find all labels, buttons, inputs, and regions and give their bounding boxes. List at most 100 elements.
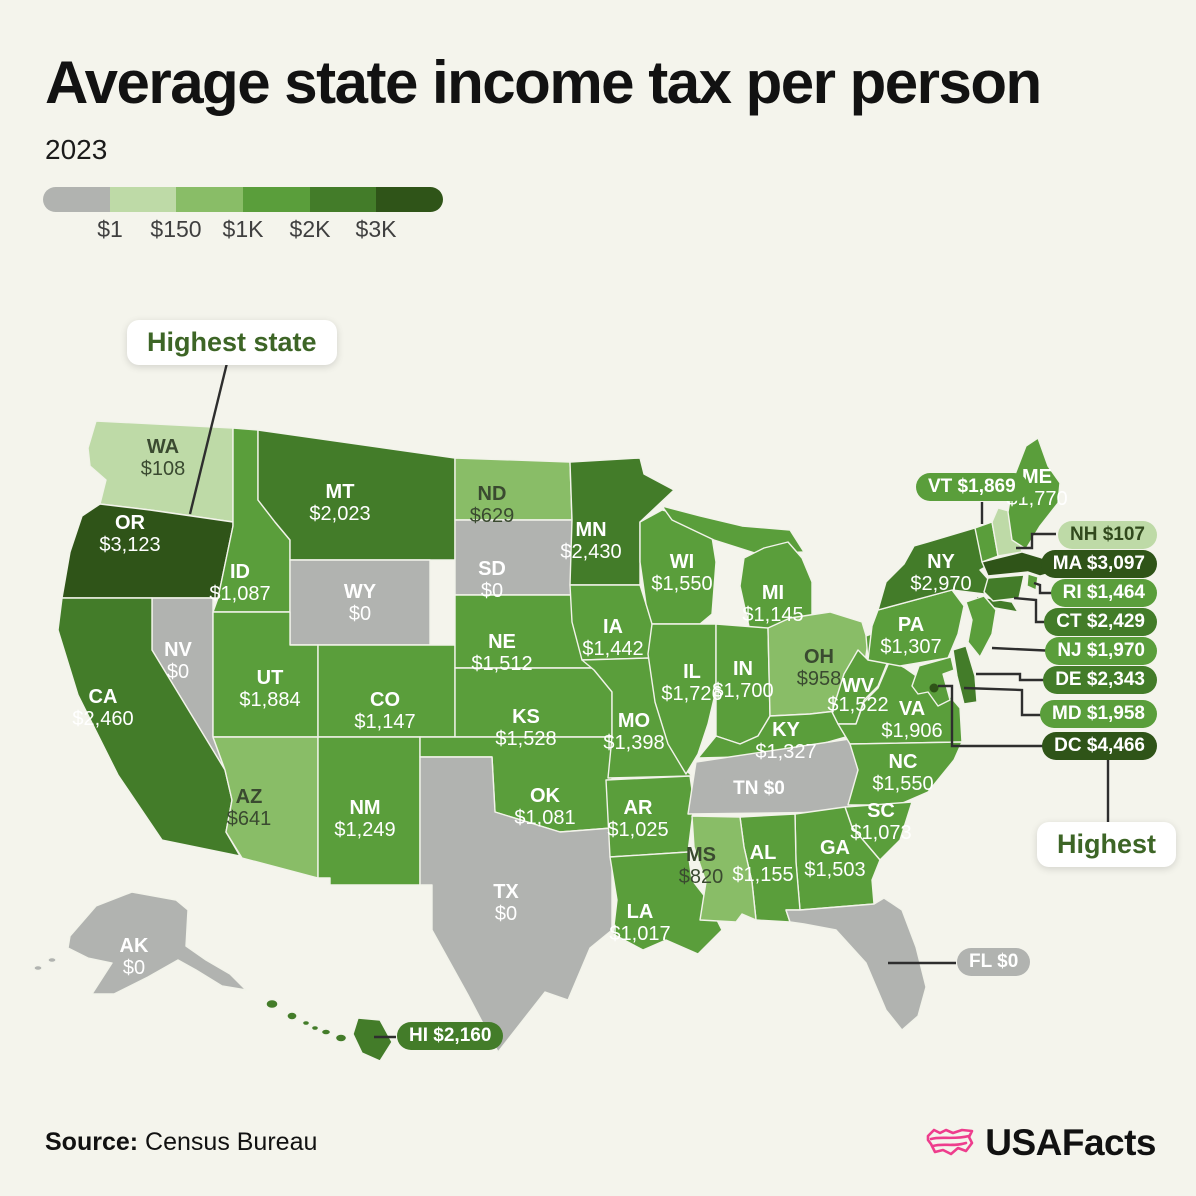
state-label-AL: AL $1,155 [732, 842, 793, 886]
callout-highest-state: Highest state [127, 320, 337, 365]
state-RI[interactable] [1026, 573, 1039, 591]
state-label-GA: GA $1,503 [804, 837, 865, 881]
state-label-IN: IN $1,700 [712, 658, 773, 702]
pill-NH: NH $107 [1058, 521, 1157, 549]
state-label-NM: NM $1,249 [334, 797, 395, 841]
state-label-NY: NY $2,970 [910, 551, 971, 595]
state-HI-island[interactable] [334, 1033, 348, 1043]
callout-highest: Highest [1037, 822, 1177, 867]
state-label-WI: WI $1,550 [651, 551, 712, 595]
state-label-SC: SC $1,073 [850, 800, 911, 844]
state-label-AZ: AZ $641 [227, 786, 272, 830]
state-label-KS: KS $1,528 [495, 706, 556, 750]
state-label-NC: NC $1,550 [872, 751, 933, 795]
state-SD[interactable] [454, 519, 577, 596]
state-HI-island[interactable] [320, 1028, 332, 1036]
state-label-WY: WY $0 [344, 581, 377, 625]
state-label-IA: IA $1,442 [582, 616, 643, 660]
state-label-OR: OR $3,123 [99, 512, 160, 556]
state-label-IL: IL $1,726 [661, 661, 722, 705]
pill-HI: HI $2,160 [397, 1022, 504, 1050]
pill-FL: FL $0 [957, 948, 1031, 976]
state-AR[interactable] [605, 775, 695, 858]
pill-MD: MD $1,958 [1040, 700, 1157, 728]
state-MS[interactable] [691, 815, 757, 923]
source-note: Source: Census Bureau [45, 1128, 317, 1157]
state-HI-island[interactable] [310, 1024, 320, 1032]
legend-tick: $1 [97, 216, 123, 242]
state-HI-island[interactable] [265, 998, 279, 1010]
source-value: Census Bureau [145, 1128, 318, 1156]
state-label-NE: NE $1,512 [471, 631, 532, 675]
legend-tick: $1K [222, 216, 264, 242]
pill-TN: TN $0 [721, 775, 797, 803]
state-LA[interactable] [609, 851, 723, 955]
legend-tick: $150 [150, 216, 202, 242]
pill-DE: DE $2,343 [1043, 666, 1157, 694]
state-label-AK: AK $0 [120, 935, 149, 979]
usafacts-logo: USAFacts [925, 1122, 1156, 1164]
state-label-TX: TX $0 [493, 881, 519, 925]
connector-DC [938, 684, 1056, 748]
pill-VT: VT $1,869 [916, 473, 1028, 501]
state-AK[interactable] [67, 891, 247, 995]
subtitle-year: 2023 [45, 134, 108, 165]
state-HI-island[interactable] [301, 1019, 311, 1027]
state-DE[interactable] [952, 645, 978, 705]
legend-segment-2 [176, 187, 244, 212]
state-HI[interactable] [352, 1017, 393, 1062]
state-label-ND: ND $629 [470, 483, 515, 527]
pill-CT: CT $2,429 [1044, 608, 1157, 636]
state-label-NV: NV $0 [164, 639, 192, 683]
legend-tick: $2K [289, 216, 331, 242]
legend-tick: $3K [355, 216, 397, 242]
state-label-MO: MO $1,398 [603, 710, 664, 754]
state-CT[interactable] [983, 574, 1025, 602]
state-label-VA: VA $1,906 [881, 698, 942, 742]
source-label: Source: [45, 1128, 139, 1156]
legend-segment-zero [43, 187, 110, 212]
state-label-UT: UT $1,884 [239, 667, 300, 711]
state-label-ID: ID $1,087 [209, 561, 270, 605]
connector-MD [963, 686, 1056, 717]
connector-DE [976, 672, 1056, 682]
state-label-AR: AR $1,025 [607, 797, 668, 841]
state-label-CO: CO $1,147 [354, 689, 415, 733]
pill-DC: DC $4,466 [1042, 732, 1157, 760]
callout-line-highest-state [188, 362, 229, 515]
pill-RI: RI $1,464 [1050, 579, 1157, 607]
connector-NH [1016, 532, 1056, 550]
legend: $1 $150 $1K $2K $3K [43, 187, 443, 244]
state-label-MI: MI $1,145 [742, 582, 803, 626]
state-PA[interactable] [867, 589, 965, 667]
state-label-LA: LA $1,017 [609, 901, 670, 945]
state-label-KY: KY $1,327 [755, 719, 816, 763]
state-label-PA: PA $1,307 [880, 614, 941, 658]
legend-segment-3 [243, 187, 310, 212]
state-label-OK: OK $1,081 [514, 785, 575, 829]
state-FL[interactable] [785, 897, 927, 1031]
state-label-SD: SD $0 [478, 558, 506, 602]
state-AK-aleutian-island[interactable] [47, 956, 57, 964]
state-MI-upper-peninsula[interactable] [661, 505, 805, 555]
state-ME[interactable] [1007, 437, 1061, 550]
state-label-MT: MT $2,023 [309, 481, 370, 525]
state-NJ[interactable] [965, 595, 997, 658]
state-DC[interactable] [929, 683, 939, 693]
pill-MA: MA $3,097 [1040, 550, 1157, 578]
state-HI-island[interactable] [286, 1011, 298, 1021]
page-title: Average state income tax per person [45, 49, 1042, 116]
legend-labels: $1 $150 $1K $2K $3K [43, 216, 443, 244]
state-TX[interactable] [419, 756, 613, 1053]
state-label-MS: MS $820 [679, 844, 724, 888]
state-AK-aleutian-island[interactable] [33, 964, 43, 972]
connector-RI [1033, 581, 1056, 595]
state-label-WV: WV $1,522 [827, 675, 888, 716]
legend-segment-5 [376, 187, 443, 212]
legend-color-bar [43, 187, 443, 212]
pill-NJ: NJ $1,970 [1045, 637, 1157, 665]
usafacts-map-icon [926, 1128, 974, 1156]
state-label-MN: MN $2,430 [560, 519, 621, 563]
legend-segment-4 [309, 187, 377, 212]
